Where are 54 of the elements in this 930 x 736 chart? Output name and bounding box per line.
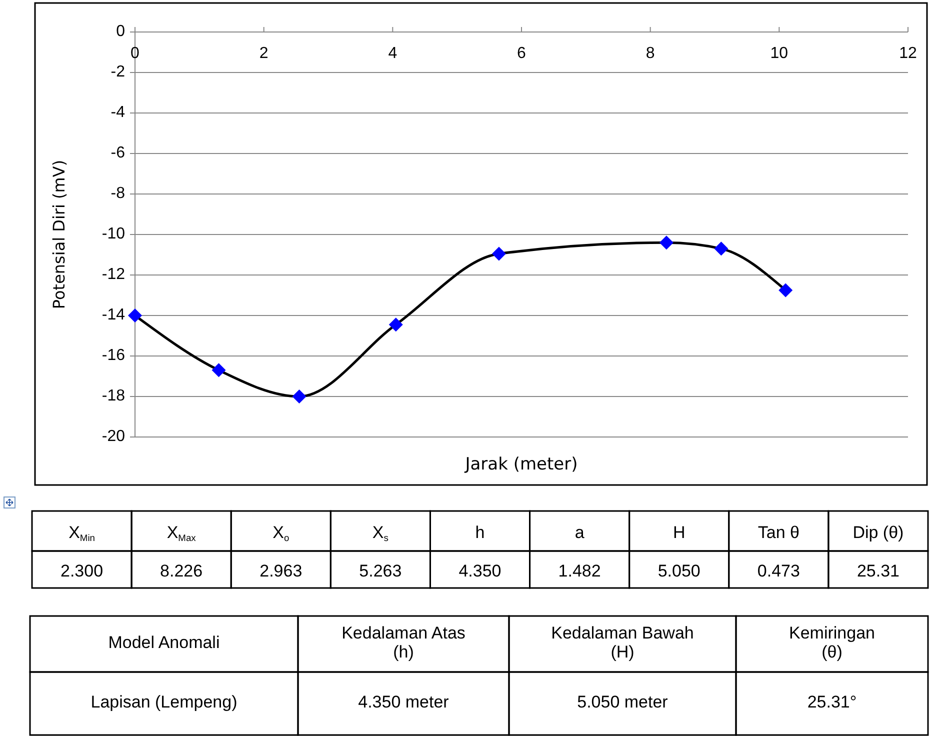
- y-tick-label: -6: [110, 144, 126, 162]
- x-tick-label: 4: [388, 45, 398, 62]
- y-tick-label: -20: [102, 428, 126, 446]
- text: 8.226: [160, 562, 203, 581]
- point: [292, 390, 306, 404]
- text: X$_{o}$: [272, 523, 290, 544]
- text: 2.300: [60, 562, 104, 581]
- text: 4.350 meter: [358, 692, 450, 712]
- y-tick-label: 0: [116, 23, 126, 40]
- point: [492, 246, 506, 261]
- text: a: [574, 523, 585, 542]
- text: 25.31: [856, 562, 900, 581]
- y-axis-title: Potensial Diri (mV): [49, 160, 68, 310]
- text: Dip (θ): [852, 523, 904, 542]
- y-tick-label: -4: [110, 104, 126, 122]
- text: X$_{Max}$: [166, 523, 196, 544]
- point: [778, 283, 793, 298]
- text: 2.963: [260, 562, 302, 581]
- text: Kedalaman Bawah (H): [551, 624, 694, 662]
- text: 5.050 meter: [577, 692, 668, 712]
- y-tick-label: -16: [102, 347, 126, 364]
- x-tick-label: 12: [899, 45, 917, 62]
- text: X$_{s}$: [372, 523, 389, 544]
- text: 5.050: [658, 562, 700, 581]
- text: 5.263: [359, 562, 402, 581]
- y-tick-label: -14: [102, 306, 126, 324]
- point: [388, 318, 403, 332]
- text: 25.31°: [807, 692, 857, 712]
- x-tick-label: 8: [646, 45, 655, 62]
- y-tick-label: -8: [110, 185, 126, 202]
- point: [714, 242, 728, 256]
- point: [212, 363, 226, 378]
- text: h: [475, 523, 485, 542]
- text: 0.473: [757, 562, 800, 581]
- point: [659, 236, 674, 250]
- x-tick-label: 2: [259, 45, 268, 62]
- text: 4.350: [458, 562, 502, 581]
- text: Kedalaman Atas (h): [342, 624, 466, 662]
- x-tick-label: 6: [517, 45, 526, 62]
- text: X$_{Min}$: [68, 523, 95, 544]
- y-tick-label: -12: [102, 266, 126, 284]
- text: Lapisan (Lempeng): [90, 692, 238, 712]
- text: H: [672, 523, 686, 542]
- x-tick-label: 0: [130, 45, 140, 62]
- y-tick-label: -18: [102, 388, 126, 405]
- x-tick-label: 10: [770, 45, 788, 62]
- point: [128, 308, 142, 322]
- text: Model Anomali: [108, 633, 220, 652]
- text: Kemiringan (θ): [789, 624, 875, 662]
- y-tick-label: -2: [110, 64, 126, 81]
- text: 1.482: [558, 562, 601, 581]
- x-axis-title: Jarak (meter): [464, 454, 578, 475]
- text: Tan θ: [758, 523, 800, 542]
- y-tick-label: -10: [102, 226, 126, 243]
